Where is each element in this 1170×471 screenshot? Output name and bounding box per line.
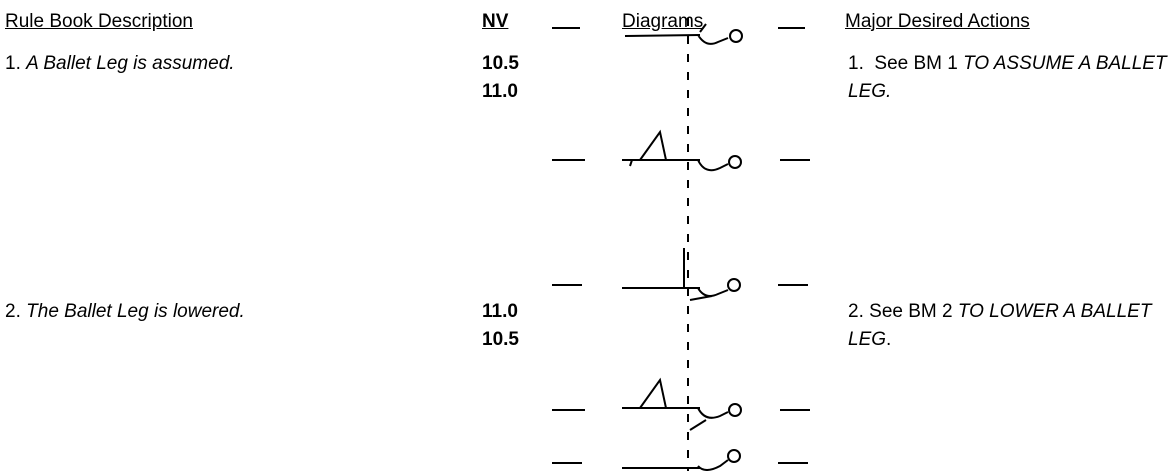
action-text: See BM 1 xyxy=(874,53,958,74)
description: 1. A Ballet Leg is assumed. xyxy=(5,50,235,78)
item-number: 1. xyxy=(5,53,21,74)
description-text: The Ballet Leg is lowered. xyxy=(26,301,245,322)
figure xyxy=(552,129,810,172)
nv-value: 11.0 xyxy=(482,301,518,322)
action-end: . xyxy=(886,329,892,350)
description: 2. The Ballet Leg is lowered. xyxy=(5,298,245,326)
column-header: Diagrams xyxy=(622,11,704,32)
nv-value: 10.5 xyxy=(482,53,519,74)
nv-value: 11.0 xyxy=(482,81,518,102)
figure xyxy=(552,449,808,471)
column-header: NV xyxy=(482,11,509,32)
description-text: A Ballet Leg is assumed. xyxy=(26,53,235,74)
action-number: 2. xyxy=(848,301,864,322)
figure xyxy=(552,23,805,45)
action: 1. See BM 1 TO ASSUME A BALLET LEG. xyxy=(848,50,1170,106)
action-number: 1. xyxy=(848,53,864,74)
figure xyxy=(552,377,810,431)
figure xyxy=(552,248,808,301)
column-header: Major Desired Actions xyxy=(845,11,1030,32)
action-italic: TO ASSUME A BALLET LEG. xyxy=(848,53,1167,102)
action-text: See BM 2 xyxy=(869,301,953,322)
action-italic: TO LOWER A BALLET LEG xyxy=(848,301,1152,350)
action: 2. See BM 2 TO LOWER A BALLET LEG. xyxy=(848,298,1170,354)
item-number: 2. xyxy=(5,301,21,322)
column-header: Rule Book Description xyxy=(5,11,193,32)
nv-value: 10.5 xyxy=(482,329,519,350)
